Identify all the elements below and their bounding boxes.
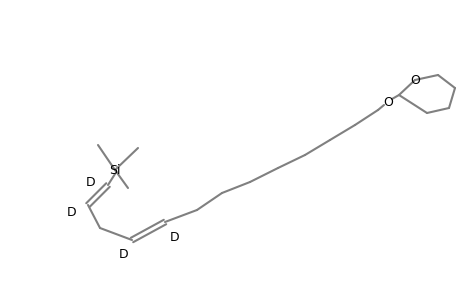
Text: Si: Si xyxy=(109,164,120,176)
Text: O: O xyxy=(382,95,392,109)
Text: O: O xyxy=(409,74,419,86)
Text: D: D xyxy=(86,176,95,190)
Text: D: D xyxy=(67,206,77,220)
Text: D: D xyxy=(170,232,179,244)
Text: D: D xyxy=(119,248,129,260)
